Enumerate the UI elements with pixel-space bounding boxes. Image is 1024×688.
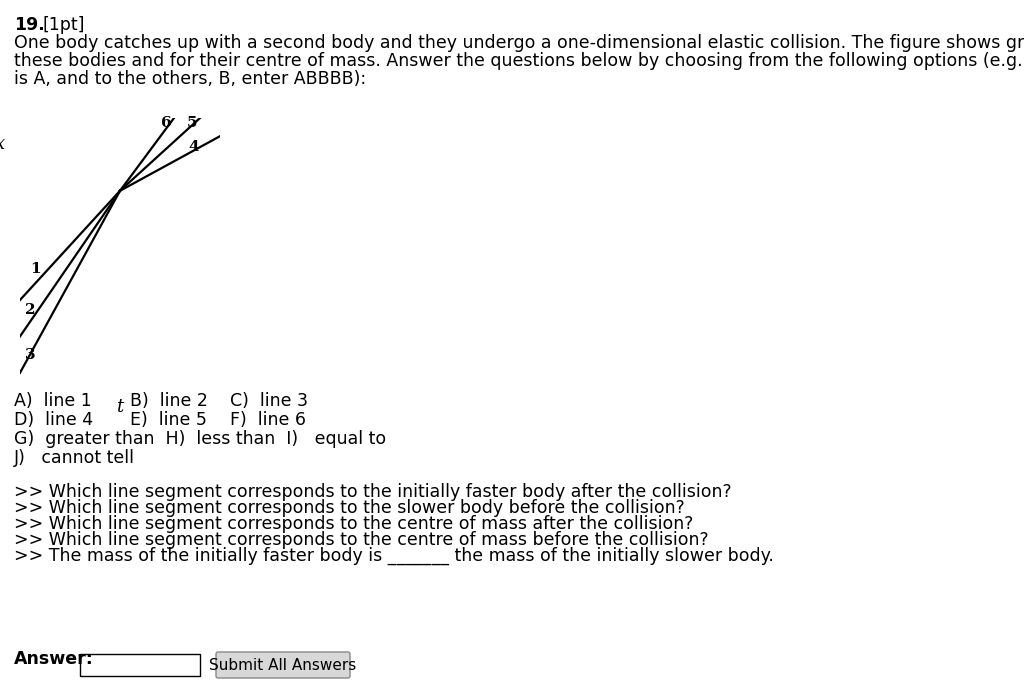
Text: 4: 4 xyxy=(188,140,200,153)
Text: E)  line 5: E) line 5 xyxy=(130,411,207,429)
Text: 1: 1 xyxy=(31,262,41,276)
Text: x: x xyxy=(0,135,5,153)
Text: A)  line 1: A) line 1 xyxy=(14,392,92,410)
FancyBboxPatch shape xyxy=(216,652,350,678)
Text: >> Which line segment corresponds to the slower body before the collision?: >> Which line segment corresponds to the… xyxy=(14,499,685,517)
Text: G)  greater than  H)  less than  I)   equal to: G) greater than H) less than I) equal to xyxy=(14,430,386,448)
Text: 6: 6 xyxy=(161,116,171,130)
Text: 19.: 19. xyxy=(14,16,45,34)
Text: B)  line 2: B) line 2 xyxy=(130,392,208,410)
FancyBboxPatch shape xyxy=(80,654,200,676)
Text: is A, and to the others, B, enter ABBBB):: is A, and to the others, B, enter ABBBB)… xyxy=(14,70,367,88)
Text: >> Which line segment corresponds to the centre of mass after the collision?: >> Which line segment corresponds to the… xyxy=(14,515,693,533)
Text: these bodies and for their centre of mass. Answer the questions below by choosin: these bodies and for their centre of mas… xyxy=(14,52,1024,70)
Text: >> Which line segment corresponds to the centre of mass before the collision?: >> Which line segment corresponds to the… xyxy=(14,531,709,549)
Text: [1pt]: [1pt] xyxy=(42,16,85,34)
Text: J)   cannot tell: J) cannot tell xyxy=(14,449,135,467)
Text: 2: 2 xyxy=(25,303,35,317)
Text: t: t xyxy=(117,398,124,416)
Text: D)  line 4: D) line 4 xyxy=(14,411,93,429)
Text: One body catches up with a second body and they undergo a one-dimensional elasti: One body catches up with a second body a… xyxy=(14,34,1024,52)
Text: 5: 5 xyxy=(186,116,198,130)
Text: C)  line 3: C) line 3 xyxy=(230,392,308,410)
Text: >> The mass of the initially faster body is _______ the mass of the initially sl: >> The mass of the initially faster body… xyxy=(14,547,774,566)
Text: Submit All Answers: Submit All Answers xyxy=(209,658,356,672)
Text: Answer:: Answer: xyxy=(14,650,94,668)
Text: 3: 3 xyxy=(25,347,35,362)
Text: >> Which line segment corresponds to the initially faster body after the collisi: >> Which line segment corresponds to the… xyxy=(14,483,731,501)
Text: F)  line 6: F) line 6 xyxy=(230,411,306,429)
